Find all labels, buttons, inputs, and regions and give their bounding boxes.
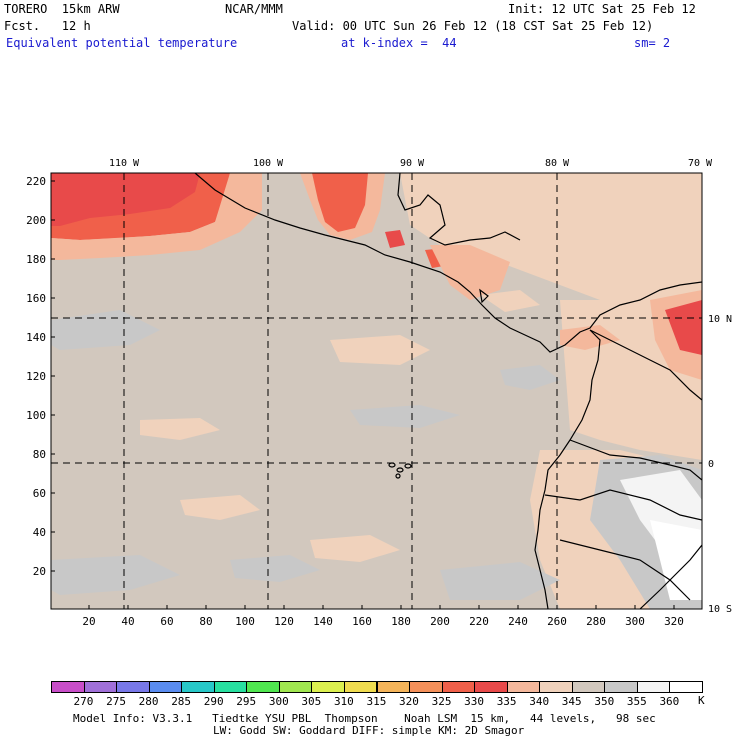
field-name: Equivalent potential temperature — [6, 36, 238, 50]
colorbar-label: 315 — [366, 695, 387, 708]
colorbar-label: 325 — [431, 695, 452, 708]
lat-label-0: 0 — [708, 459, 714, 470]
lon-label-110w: 110 W — [109, 158, 140, 169]
valid-time: Valid: 00 UTC Sun 26 Feb 12 (18 CST Sat … — [292, 19, 654, 33]
y-tick-label: 220 — [26, 175, 46, 188]
colorbar-label: 285 — [171, 695, 192, 708]
x-tick-label: 300 — [625, 615, 645, 628]
colorbar-swatch — [148, 681, 183, 693]
colorbar-swatch — [571, 681, 606, 693]
colorbar-swatch — [213, 681, 248, 693]
colorbar-label: 310 — [333, 695, 354, 708]
colorbar-label: 305 — [301, 695, 322, 708]
theta-e-field — [51, 173, 702, 609]
colorbar-label: 300 — [268, 695, 289, 708]
colorbar-swatch — [409, 681, 443, 693]
model-info-line2: LW: Godd SW: Goddard DIFF: simple KM: 2D… — [213, 724, 525, 737]
colorbar-label: 355 — [626, 695, 647, 708]
x-axis-ticks: 20 40 60 80 100 120 140 160 180 200 220 240 260 280 30… — [82, 605, 684, 628]
colorbar-swatch — [506, 681, 541, 693]
x-tick-label: 280 — [586, 615, 606, 628]
colorbar-label: 360 — [659, 695, 680, 708]
x-tick-label: 180 — [391, 615, 411, 628]
forecast-hour: Fcst. 12 h — [4, 19, 91, 33]
colorbar-label: 330 — [464, 695, 485, 708]
colorbar-swatch — [83, 681, 118, 693]
y-tick-label: 60 — [33, 487, 46, 500]
lon-label-70w: 70 W — [688, 158, 713, 169]
colorbar-label: 295 — [236, 695, 257, 708]
colorbar-label: 320 — [399, 695, 419, 708]
graticule — [51, 173, 702, 609]
y-tick-label: 40 — [33, 526, 46, 539]
x-tick-label: 160 — [352, 615, 372, 628]
colorbar-label: 340 — [529, 695, 550, 708]
model-info-line1: Model Info: V3.3.1 Tiedtke YSU PBL Thomp… — [73, 712, 656, 725]
x-tick-label: 260 — [547, 615, 567, 628]
y-tick-label: 80 — [33, 448, 46, 461]
colorbar-label: 350 — [594, 695, 615, 708]
x-tick-label: 100 — [235, 615, 255, 628]
colorbar-unit: K — [698, 694, 705, 707]
colorbar-label: 345 — [561, 695, 582, 708]
x-tick-label: 80 — [199, 615, 212, 628]
colorbar-swatch — [116, 681, 150, 693]
organization: NCAR/MMM — [225, 2, 283, 16]
level-info: at k-index = 44 — [341, 36, 457, 50]
colorbar-swatch — [604, 681, 638, 693]
colorbar-swatch — [343, 681, 378, 693]
x-tick-label: 200 — [430, 615, 450, 628]
init-time: Init: 12 UTC Sat 25 Feb 12 — [508, 2, 696, 16]
y-tick-label: 140 — [26, 331, 46, 344]
x-tick-label: 40 — [121, 615, 134, 628]
x-tick-label: 320 — [664, 615, 684, 628]
y-tick-label: 120 — [26, 370, 46, 383]
smoothing-info: sm= 2 — [634, 36, 671, 50]
y-tick-label: 160 — [26, 292, 46, 305]
y-tick-label: 180 — [26, 253, 46, 266]
colorbar-swatch — [441, 681, 476, 693]
colorbar-swatch — [181, 681, 215, 693]
x-tick-label: 220 — [469, 615, 489, 628]
colorbar-label: 335 — [496, 695, 517, 708]
colorbar-label: 275 — [106, 695, 126, 708]
x-tick-label: 120 — [274, 615, 294, 628]
lon-label-90w: 90 W — [400, 158, 425, 169]
colorbar-swatch — [376, 681, 411, 693]
lon-label-80w: 80 W — [545, 158, 570, 169]
colorbar-swatch — [51, 681, 85, 693]
x-tick-label: 240 — [508, 615, 528, 628]
y-axis-ticks: 220 200 180 160 140 120 100 80 60 40 20 — [26, 175, 55, 578]
x-tick-label: 60 — [160, 615, 173, 628]
colorbar-label: 270 — [73, 695, 94, 708]
colorbar-swatch — [539, 681, 573, 693]
y-tick-label: 200 — [26, 214, 46, 227]
colorbar-swatch — [246, 681, 280, 693]
x-tick-label: 140 — [313, 615, 333, 628]
colorbar-swatch — [636, 681, 671, 693]
colorbar-label: 290 — [203, 695, 224, 708]
coastlines — [194, 173, 702, 609]
plot-frame — [50, 172, 703, 610]
colorbar-label: 280 — [138, 695, 159, 708]
x-tick-label: 20 — [82, 615, 95, 628]
y-tick-label: 100 — [26, 409, 46, 422]
y-tick-label: 20 — [33, 565, 46, 578]
colorbar-swatch — [278, 681, 313, 693]
lat-label-10s: 10 S — [708, 604, 732, 615]
colorbar-swatch — [311, 681, 345, 693]
colorbar-swatch — [474, 681, 508, 693]
map-figure: 110 W 100 W 90 W 80 W 70 W 10 N 0 10 S 2… — [26, 158, 732, 628]
lon-label-100w: 100 W — [253, 158, 284, 169]
lat-label-10n: 10 N — [708, 314, 732, 325]
colorbar-swatch — [669, 681, 703, 693]
model-name: TORERO 15km ARW — [4, 2, 120, 16]
